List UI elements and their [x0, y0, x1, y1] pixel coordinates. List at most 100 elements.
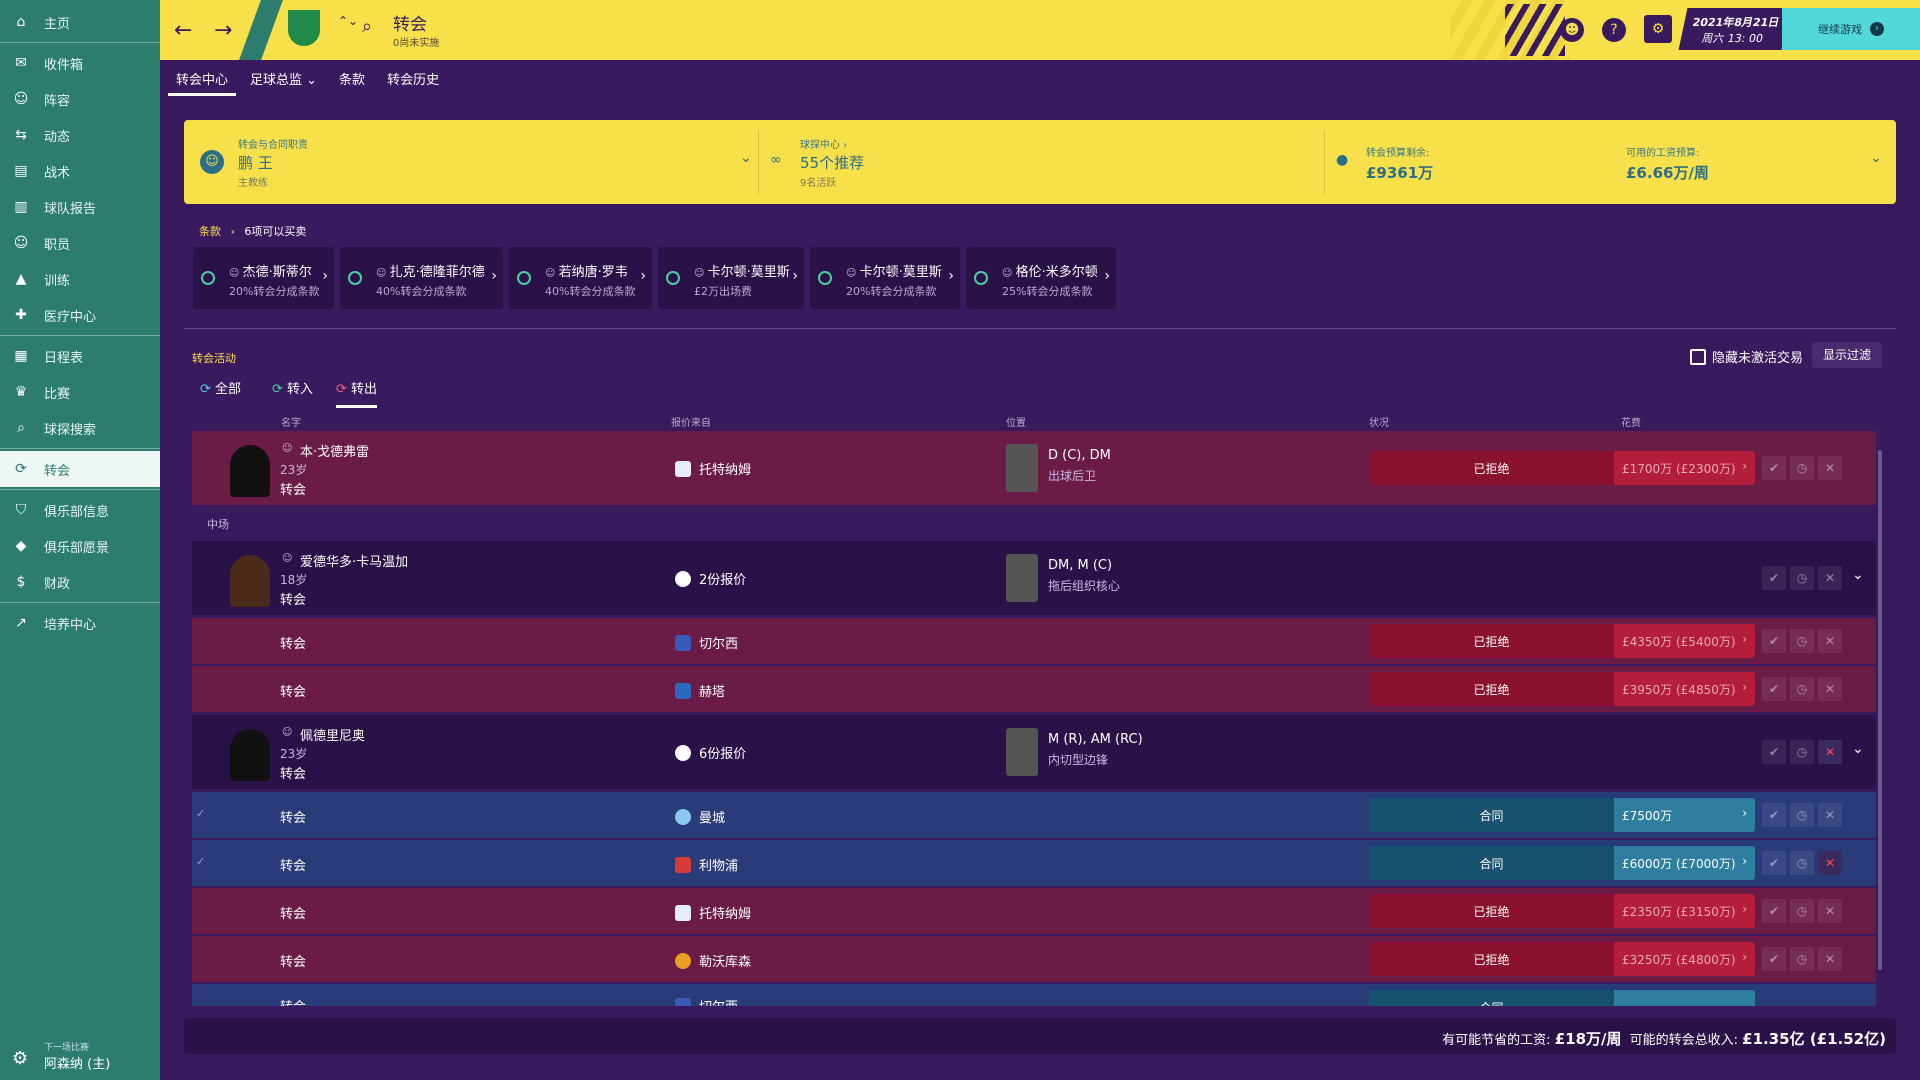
sidebar-item-11[interactable]: ♛ 比赛	[0, 374, 160, 410]
sidebar-item-3[interactable]: ☺ 阵容	[0, 81, 160, 117]
sidebar-item-4[interactable]: ⇆ 动态	[0, 117, 160, 153]
sidebar-item-15[interactable]: ◆ 俱乐部愿景	[0, 528, 160, 564]
continue-button[interactable]: 继续游戏 ›	[1782, 8, 1920, 50]
table-row[interactable]: 转会 切尔西 合同	[192, 984, 1876, 1006]
accept-button[interactable]: ✔	[1762, 899, 1786, 923]
reject-button[interactable]: ✕	[1818, 677, 1842, 701]
reject-button[interactable]: ✕	[1818, 899, 1842, 923]
table-row[interactable]: ☺ 爱德华多·卡马温加 18岁 转会 2份报价 DM, M (C) 拖后组织核心…	[192, 541, 1876, 615]
player-name[interactable]: 本·戈德弗雷	[300, 445, 370, 460]
table-row[interactable]: ☺ 本·戈德弗雷 23岁 转会 托特纳姆 D (C), DM 出球后卫 已拒绝 £…	[192, 431, 1876, 505]
clock-button[interactable]: ◷	[1790, 677, 1814, 701]
reject-button[interactable]: ✕	[1818, 740, 1842, 764]
offer-from[interactable]: 曼城	[675, 807, 725, 826]
clause-card[interactable]: ☺ 卡尔顿·莫里斯 £2万出场费 ›	[658, 247, 804, 309]
chevron-down-icon[interactable]: ⌄	[1852, 567, 1864, 583]
sidebar-item-7[interactable]: ☺ 职员	[0, 225, 160, 261]
col-status[interactable]: 状况	[1369, 418, 1389, 429]
back-arrow-icon[interactable]: ←	[174, 18, 193, 43]
table-row[interactable]: ☺ 佩德里尼奥 23岁 转会 6份报价 M (R), AM (RC) 内切型边锋…	[192, 715, 1876, 789]
sidebar-item-17[interactable]: ↗ 培养中心	[0, 605, 160, 641]
hide-inactive-toggle[interactable]: 隐藏未激活交易	[1690, 347, 1803, 366]
accept-button[interactable]: ✔	[1762, 740, 1786, 764]
sidebar-item-16[interactable]: $ 财政	[0, 564, 160, 600]
sidebar-item-13[interactable]: ⟳ 转会	[0, 451, 160, 487]
clock-button[interactable]: ◷	[1790, 629, 1814, 653]
status-badge[interactable]: 已拒绝 £3250万 (£4800万) ›	[1369, 942, 1755, 976]
clock-button[interactable]: ◷	[1790, 947, 1814, 971]
globe-icon[interactable]: ☻	[1560, 18, 1584, 42]
offer-from[interactable]: 切尔西	[675, 633, 738, 652]
status-badge[interactable]: 已拒绝 £2350万 (£3150万) ›	[1369, 894, 1755, 928]
status-badge[interactable]: 合同 £7500万 ›	[1369, 798, 1755, 832]
player-name[interactable]: 佩德里尼奥	[300, 729, 366, 744]
offer-from[interactable]: 赫塔	[675, 681, 725, 700]
reject-button[interactable]: ✕	[1818, 803, 1842, 827]
sidebar-item-14[interactable]: ⛉ 俱乐部信息	[0, 492, 160, 528]
scrollbar[interactable]	[1878, 450, 1882, 970]
accept-button[interactable]: ✔	[1762, 677, 1786, 701]
col-position[interactable]: 位置	[1006, 418, 1026, 429]
sidebar-item-2[interactable]: ✉ 收件箱	[0, 45, 160, 81]
table-row[interactable]: 转会 托特纳姆 已拒绝 £2350万 (£3150万) › ✔ ◷ ✕	[192, 888, 1876, 934]
filter-incoming[interactable]: ⟳ 转入	[272, 378, 313, 405]
chevron-down-icon[interactable]: ⌄	[740, 150, 752, 166]
club-crest-icon[interactable]	[286, 8, 322, 48]
status-badge[interactable]: 已拒绝 £3950万 (£4850万) ›	[1369, 672, 1755, 706]
clause-card[interactable]: ☺ 格伦·米多尔顿 25%转会分成条款 ›	[966, 247, 1116, 309]
tab-transfer-centre[interactable]: 转会中心	[168, 60, 237, 96]
clock-button[interactable]: ◷	[1790, 803, 1814, 827]
reject-button[interactable]: ✕	[1818, 947, 1842, 971]
tab-clauses[interactable]: 条款	[339, 73, 366, 88]
clock-button[interactable]: ◷	[1790, 566, 1814, 590]
sidebar-item-5[interactable]: ▤ 战术	[0, 153, 160, 189]
clause-card[interactable]: ☺ 杰德·斯蒂尔 20%转会分成条款 ›	[193, 247, 334, 309]
clock-button[interactable]: ◷	[1790, 740, 1814, 764]
reject-button[interactable]: ✕	[1818, 566, 1842, 590]
filter-all[interactable]: ⟳ 全部	[200, 378, 241, 405]
responsibility-section[interactable]: ☺ 转会与合同职责 鹏 王 主教练	[200, 120, 800, 204]
table-row[interactable]: 转会 勒沃库森 已拒绝 £3250万 (£4800万) › ✔ ◷ ✕	[192, 936, 1876, 982]
clauses-link[interactable]: 条款	[199, 225, 221, 238]
status-badge[interactable]: 合同	[1369, 990, 1755, 1006]
col-name[interactable]: 名字	[281, 418, 301, 429]
clause-card[interactable]: ☺ 若纳唐·罗韦 40%转会分成条款 ›	[509, 247, 652, 309]
status-badge[interactable]: 合同 £6000万 (£7000万) ›	[1369, 846, 1755, 880]
accept-button[interactable]: ✔	[1762, 456, 1786, 480]
sidebar-item-1[interactable]: ⌂ 主页	[0, 4, 160, 40]
status-badge[interactable]: 已拒绝 £1700万 (£2300万) ›	[1369, 451, 1755, 485]
table-row[interactable]: 转会 切尔西 已拒绝 £4350万 (£5400万) › ✔ ◷ ✕	[192, 618, 1876, 664]
player-name[interactable]: 爱德华多·卡马温加	[300, 555, 409, 570]
clause-card[interactable]: ☺ 扎克·德隆菲尔德 40%转会分成条款 ›	[340, 247, 503, 309]
clock-button[interactable]: ◷	[1790, 456, 1814, 480]
table-row[interactable]: ✓ 转会 利物浦 合同 £6000万 (£7000万) › ✔ ◷ ✕	[192, 840, 1876, 886]
col-offer-from[interactable]: 报价来自	[671, 418, 711, 429]
sidebar-item-8[interactable]: ▲ 训练	[0, 261, 160, 297]
show-filter-button[interactable]: 显示过滤	[1812, 342, 1882, 368]
chevron-down-icon[interactable]: ⌄	[1852, 741, 1864, 757]
settings-icon[interactable]: ⚙	[1644, 15, 1672, 43]
offer-from[interactable]: 勒沃库森	[675, 951, 751, 970]
tab-transfer-history[interactable]: 转会历史	[387, 73, 440, 88]
tab-director-of-football[interactable]: 足球总监 ⌄	[250, 73, 318, 88]
table-row[interactable]: 转会 赫塔 已拒绝 £3950万 (£4850万) › ✔ ◷ ✕	[192, 666, 1876, 712]
sidebar-item-10[interactable]: ▦ 日程表	[0, 338, 160, 374]
clock-button[interactable]: ◷	[1790, 899, 1814, 923]
search-icon[interactable]: ⌕	[362, 16, 373, 37]
checkbox[interactable]	[1690, 348, 1706, 365]
sidebar-item-12[interactable]: ⌕ 球探搜索	[0, 410, 160, 446]
help-icon[interactable]: ?	[1602, 18, 1626, 42]
clause-card[interactable]: ☺ 卡尔顿·莫里斯 20%转会分成条款 ›	[810, 247, 960, 309]
accept-button[interactable]: ✔	[1762, 566, 1786, 590]
offer-from[interactable]: 切尔西	[675, 996, 738, 1006]
accept-button[interactable]: ✔	[1762, 629, 1786, 653]
sidebar-item-9[interactable]: ✚ 医疗中心	[0, 297, 160, 333]
sidebar-item-6[interactable]: ▥ 球队报告	[0, 189, 160, 225]
forward-arrow-icon[interactable]: →	[214, 18, 233, 43]
col-fee[interactable]: 花费	[1621, 418, 1641, 429]
accept-button[interactable]: ✔	[1762, 851, 1786, 875]
offer-from[interactable]: 2份报价	[675, 569, 746, 588]
accept-button[interactable]: ✔	[1762, 803, 1786, 827]
offer-from[interactable]: 利物浦	[675, 855, 738, 874]
status-badge[interactable]: 已拒绝 £4350万 (£5400万) ›	[1369, 624, 1755, 658]
